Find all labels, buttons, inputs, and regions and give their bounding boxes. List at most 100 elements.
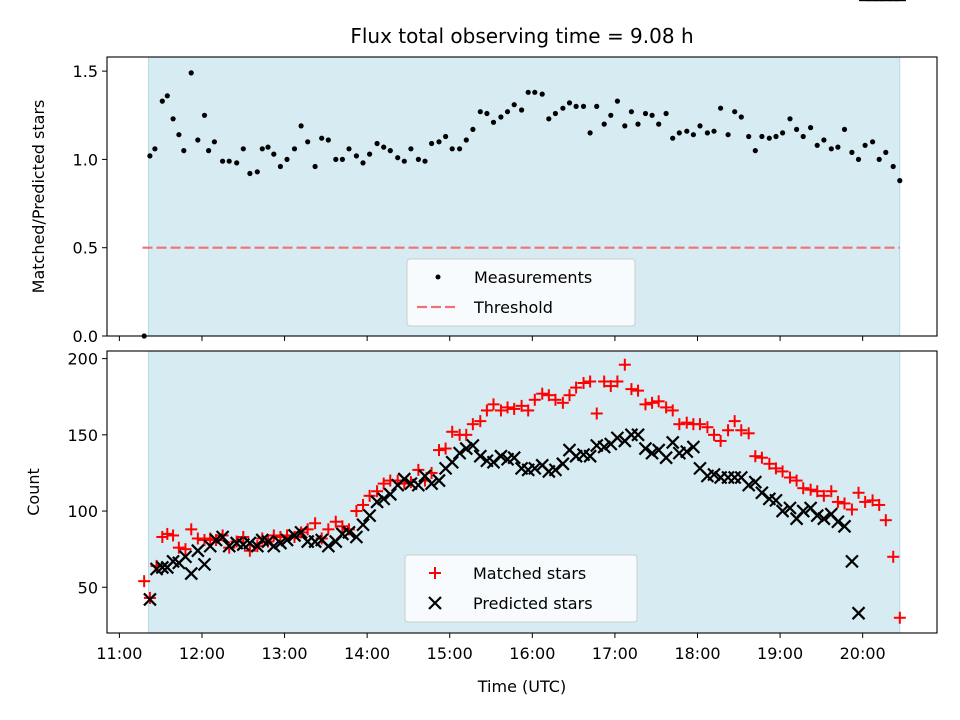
measurement-point bbox=[532, 89, 538, 95]
y-tick-label: 150 bbox=[67, 426, 98, 445]
measurement-point bbox=[560, 105, 566, 111]
time-x-axis-label: Time (UTC) bbox=[477, 677, 566, 696]
predicted-star-point bbox=[631, 428, 645, 442]
matched-star-point bbox=[439, 442, 452, 455]
matched-star-point bbox=[363, 489, 376, 502]
legend-marker-predicted bbox=[428, 596, 442, 610]
predicted-star-point bbox=[184, 566, 199, 581]
measurement-point bbox=[614, 98, 621, 104]
legend-label-predicted: Predicted stars bbox=[473, 594, 593, 613]
measurement-point bbox=[470, 126, 476, 132]
measurement-point bbox=[325, 137, 331, 143]
measurement-point bbox=[746, 133, 752, 140]
predicted-star-point bbox=[432, 473, 446, 488]
measurement-point bbox=[298, 123, 304, 129]
measurement-point bbox=[490, 119, 497, 125]
measurement-point bbox=[387, 148, 393, 154]
measurement-point bbox=[181, 148, 187, 154]
matched-star-point bbox=[549, 393, 562, 406]
measurement-point bbox=[429, 140, 435, 147]
matched-star-point bbox=[377, 477, 390, 490]
predicted-star-point bbox=[370, 495, 384, 509]
predicted-star-point bbox=[155, 560, 170, 575]
predicted-star-point bbox=[349, 530, 364, 544]
predicted-star-point bbox=[707, 467, 721, 482]
matched-star-point bbox=[460, 428, 473, 441]
matched-star-point bbox=[191, 532, 204, 545]
measurement-point bbox=[676, 130, 682, 136]
measurement-point bbox=[477, 109, 483, 115]
matched-star-point bbox=[350, 505, 363, 518]
measurement-point bbox=[539, 91, 545, 97]
matched-star-point bbox=[487, 398, 500, 411]
matched-star-point bbox=[701, 421, 714, 434]
measurement-point bbox=[206, 148, 212, 154]
count-panel: 50 100 150 200 11:00 12:00 13:00 14:00 15:00 16:… bbox=[24, 0, 938, 696]
measurement-point bbox=[670, 135, 676, 141]
measurement-point bbox=[415, 156, 421, 162]
matched-star-point bbox=[522, 404, 535, 417]
predicted-star-point bbox=[215, 530, 230, 544]
measurement-point bbox=[711, 128, 717, 134]
predicted-star-point bbox=[769, 493, 783, 508]
measurement-point bbox=[504, 109, 511, 115]
measurement-point bbox=[312, 163, 318, 170]
measurement-point bbox=[254, 169, 260, 175]
matched-star-point bbox=[755, 451, 768, 464]
ratio-y-axis-label: Matched/Predicted stars bbox=[29, 100, 48, 294]
measurement-point bbox=[353, 153, 359, 159]
predicted-star-point bbox=[383, 487, 398, 502]
y-tick-label: 200 bbox=[67, 350, 98, 369]
measurement-point bbox=[408, 146, 414, 152]
matched-star-point bbox=[590, 407, 603, 420]
measurement-point bbox=[814, 142, 820, 148]
predicted-star-point bbox=[321, 539, 336, 553]
predicted-star-point bbox=[775, 504, 790, 518]
matched-star-point bbox=[336, 520, 349, 533]
measurement-point bbox=[401, 158, 407, 164]
predicted-star-point bbox=[445, 455, 459, 470]
predicted-star-point bbox=[397, 472, 412, 486]
matched-star-point bbox=[237, 530, 250, 543]
measurement-point bbox=[240, 146, 246, 152]
measurement-point bbox=[766, 135, 772, 141]
x-tick-label: 14:00 bbox=[344, 644, 390, 663]
predicted-star-point bbox=[679, 444, 694, 459]
predicted-star-point bbox=[659, 450, 673, 465]
measurement-point bbox=[284, 156, 290, 162]
predicted-star-point bbox=[459, 441, 474, 456]
predicted-star-point bbox=[665, 435, 680, 450]
measurement-point bbox=[305, 139, 311, 145]
matched-star-point bbox=[528, 393, 541, 406]
matched-star-point bbox=[887, 550, 900, 563]
x-tick-label: 16:00 bbox=[509, 644, 555, 663]
predicted-star-point bbox=[356, 517, 370, 532]
measurement-point bbox=[794, 126, 800, 132]
matched-star-point bbox=[804, 483, 817, 496]
matched-star-point bbox=[515, 399, 528, 412]
matched-star-point bbox=[138, 575, 151, 588]
measurement-point bbox=[725, 132, 731, 138]
ratio-legend-box bbox=[406, 258, 636, 327]
measurement-point bbox=[164, 93, 170, 99]
matched-star-point bbox=[542, 389, 555, 402]
measurement-point bbox=[821, 137, 827, 143]
measurement-point bbox=[697, 123, 703, 129]
ratio-panel: 0.0 0.5 1.0 1.5 Matched/Predicted stars Mea… bbox=[29, 56, 938, 346]
measurement-point bbox=[642, 110, 649, 117]
matched-star-point bbox=[563, 389, 576, 402]
measurement-point bbox=[436, 139, 442, 145]
predicted-star-point bbox=[294, 525, 308, 540]
matched-star-point bbox=[598, 375, 611, 388]
matched-star-point bbox=[893, 611, 906, 624]
measurement-point bbox=[339, 156, 345, 162]
matched-star-point bbox=[693, 418, 706, 431]
measurement-point bbox=[525, 89, 531, 95]
measurement-point bbox=[835, 144, 841, 150]
y-tick-label: 100 bbox=[67, 502, 98, 521]
measurement-point bbox=[704, 130, 711, 136]
matched-star-point bbox=[728, 415, 741, 428]
measurement-point bbox=[552, 110, 559, 117]
measurement-point bbox=[152, 146, 158, 152]
matched-star-point bbox=[783, 471, 796, 484]
